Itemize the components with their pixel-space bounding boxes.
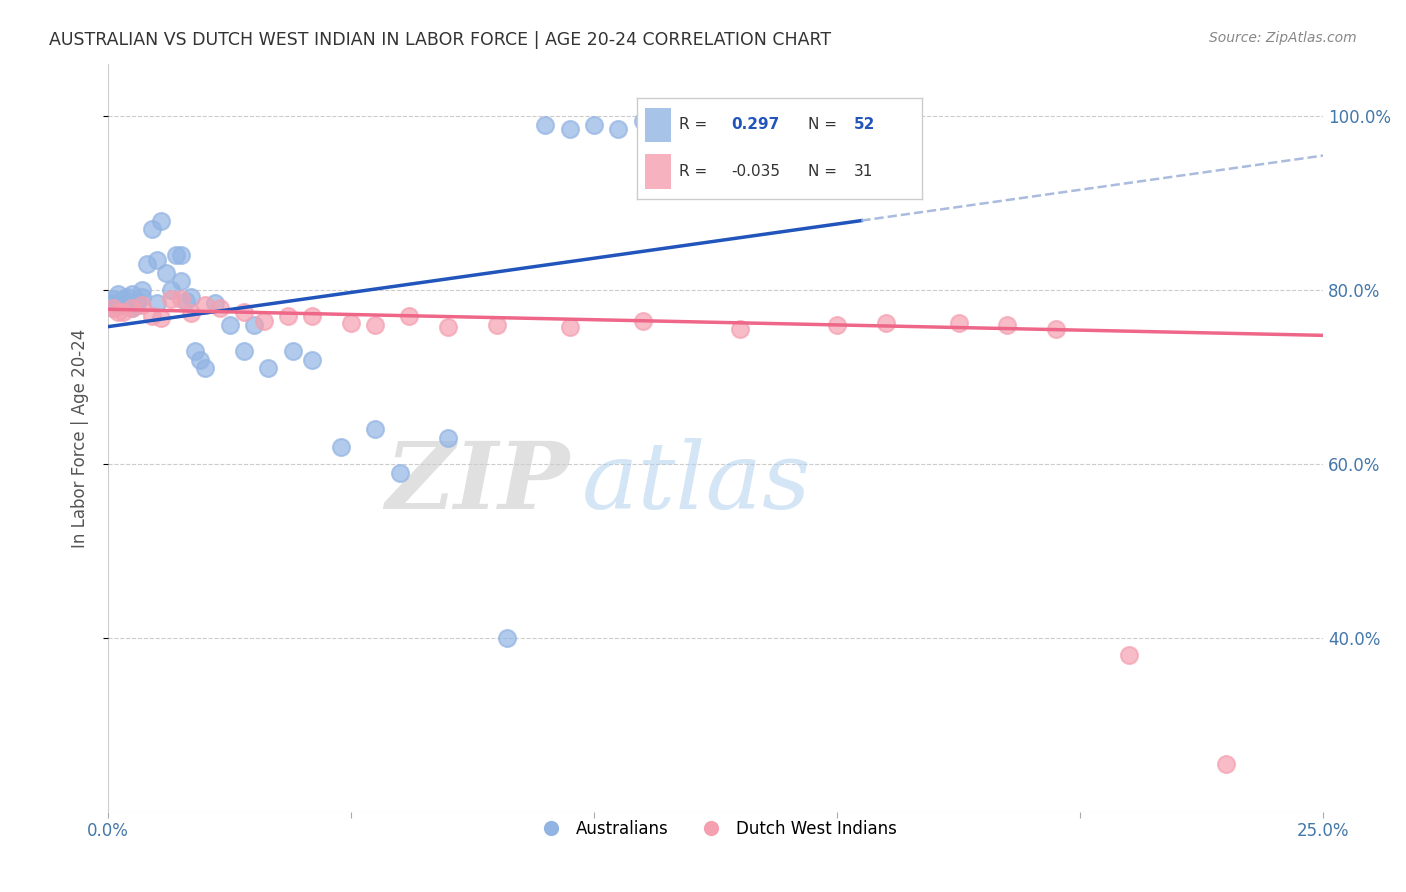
Point <box>101 292 124 306</box>
Point <box>174 293 197 308</box>
Point <box>631 313 654 327</box>
Point <box>728 322 751 336</box>
Point <box>121 287 143 301</box>
Point <box>135 257 157 271</box>
Point <box>165 248 187 262</box>
Point <box>330 440 353 454</box>
Point <box>558 319 581 334</box>
Point <box>101 301 124 315</box>
Point <box>583 118 606 132</box>
Point <box>1118 648 1140 663</box>
Point <box>188 352 211 367</box>
Point <box>194 298 217 312</box>
Point <box>485 318 508 332</box>
Point <box>364 422 387 436</box>
Point <box>257 361 280 376</box>
Point <box>160 283 183 297</box>
Point <box>437 431 460 445</box>
Point <box>233 344 256 359</box>
Point <box>184 344 207 359</box>
Point <box>281 344 304 359</box>
Point <box>111 305 134 319</box>
Point <box>107 305 129 319</box>
Point <box>851 116 873 130</box>
Point <box>655 109 678 123</box>
Point <box>121 301 143 315</box>
Point <box>534 118 557 132</box>
Point <box>364 318 387 332</box>
Text: atlas: atlas <box>582 438 811 528</box>
Point <box>388 466 411 480</box>
Point <box>127 298 149 312</box>
Y-axis label: In Labor Force | Age 20-24: In Labor Force | Age 20-24 <box>72 328 89 548</box>
Point <box>121 301 143 315</box>
Point <box>127 293 149 308</box>
Point <box>150 310 173 325</box>
Point <box>194 361 217 376</box>
Point <box>340 316 363 330</box>
Point <box>825 318 848 332</box>
Point <box>437 319 460 334</box>
Point <box>145 252 167 267</box>
Point <box>117 294 139 309</box>
Point <box>131 290 153 304</box>
Point <box>301 310 323 324</box>
Point <box>141 310 163 324</box>
Point <box>131 298 153 312</box>
Point <box>233 305 256 319</box>
Point <box>170 248 193 262</box>
Point <box>495 631 517 645</box>
Point <box>277 310 299 324</box>
Point <box>141 222 163 236</box>
Point <box>107 296 129 310</box>
Point <box>170 292 193 306</box>
Point <box>1045 322 1067 336</box>
Point <box>558 122 581 136</box>
Point <box>204 296 226 310</box>
Point <box>117 290 139 304</box>
Point <box>107 287 129 301</box>
Point <box>398 310 420 324</box>
Point <box>948 316 970 330</box>
Point <box>243 318 266 332</box>
Text: AUSTRALIAN VS DUTCH WEST INDIAN IN LABOR FORCE | AGE 20-24 CORRELATION CHART: AUSTRALIAN VS DUTCH WEST INDIAN IN LABOR… <box>49 31 831 49</box>
Point <box>728 118 751 132</box>
Point <box>160 292 183 306</box>
Point <box>155 266 177 280</box>
Point <box>145 296 167 310</box>
Point <box>101 301 124 315</box>
Text: ZIP: ZIP <box>385 438 569 528</box>
Point <box>252 313 274 327</box>
Point <box>180 290 202 304</box>
Point <box>101 296 124 310</box>
Point <box>180 306 202 320</box>
Point <box>131 283 153 297</box>
Point <box>150 213 173 227</box>
Point <box>301 352 323 367</box>
Point <box>631 113 654 128</box>
Legend: Australians, Dutch West Indians: Australians, Dutch West Indians <box>527 814 903 845</box>
Point <box>111 292 134 306</box>
Point <box>170 275 193 289</box>
Point <box>218 318 240 332</box>
Point <box>1215 757 1237 772</box>
Point <box>995 318 1018 332</box>
Point <box>208 301 231 315</box>
Text: Source: ZipAtlas.com: Source: ZipAtlas.com <box>1209 31 1357 45</box>
Point <box>875 316 897 330</box>
Point <box>111 298 134 312</box>
Point <box>681 118 703 132</box>
Point <box>607 122 630 136</box>
Point <box>778 122 800 136</box>
